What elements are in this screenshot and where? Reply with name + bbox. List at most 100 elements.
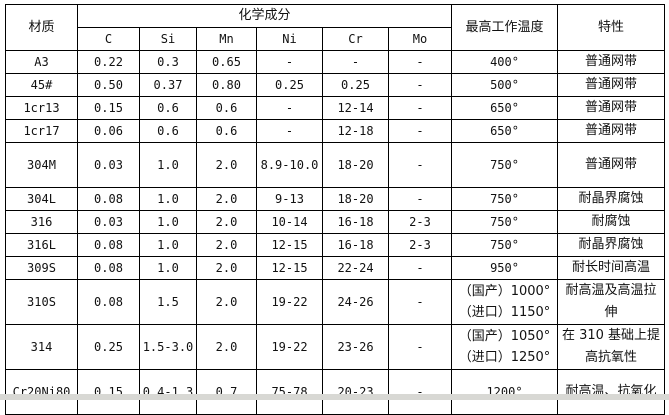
cell-ni: 10-14 <box>256 210 323 234</box>
cell-mo: - <box>387 187 453 211</box>
cell-si: 0.6 <box>139 119 197 143</box>
cell-temp: 1200° <box>451 369 559 415</box>
cell-cr: 12-14 <box>322 96 389 120</box>
cell-temp: 750° <box>451 233 559 257</box>
cell-c: 0.06 <box>77 119 140 143</box>
cell-prop: 普通网带 <box>557 73 666 97</box>
cell-mn: 2.0 <box>196 256 257 280</box>
cell-ni: 0.25 <box>256 73 323 97</box>
cell-c: 0.08 <box>77 279 140 325</box>
cell-cr: 22-24 <box>322 256 389 280</box>
table-row: 316 0.03 1.0 2.0 10-14 16-18 2-3 750° 耐腐蚀 <box>5 210 666 234</box>
cell-si: 1.0 <box>139 142 197 188</box>
cell-cr: 24-26 <box>322 279 389 325</box>
header-property: 特性 <box>557 4 666 51</box>
cell-material: 316L <box>5 233 78 257</box>
cell-mn: 2.0 <box>196 279 257 325</box>
cell-c: 0.50 <box>77 73 140 97</box>
header-si: Si <box>139 27 197 51</box>
cell-prop: 耐晶界腐蚀 <box>557 187 666 211</box>
cell-prop: 普通网带 <box>557 119 666 143</box>
cell-ni: - <box>256 50 323 74</box>
table-row: 1cr13 0.15 0.6 0.6-12-14-650° 普通网带 <box>5 96 666 120</box>
table-row: A3 0.22 0.3 0.65- - -400° 普通网带 <box>5 50 666 74</box>
cell-mn: 0.6 <box>196 119 257 143</box>
header-mn: Mn <box>196 27 257 51</box>
cell-temp: 400° <box>451 50 559 74</box>
cell-temp: （国产）1050° （进口）1250° <box>451 324 559 370</box>
table-row: 310S 0.08 1.5 2.0 19-22 24-26- （国产）1000° （进口）11… <box>5 279 666 325</box>
cell-si: 1.5-3.0 <box>139 324 197 370</box>
cell-prop: 在 310 基础上提高抗氧性 <box>557 324 666 370</box>
cell-si: 1.5 <box>139 279 197 325</box>
cell-c: 0.03 <box>77 210 140 234</box>
cell-si: 1.0 <box>139 187 197 211</box>
cell-material: 304L <box>5 187 78 211</box>
cell-c: 0.03 <box>77 142 140 188</box>
table-row: 304L 0.08 1.0 2.0 9-13 18-20-750° 耐晶界腐蚀 <box>5 187 666 211</box>
cell-temp: 750° <box>451 210 559 234</box>
cell-mo: - <box>387 119 453 143</box>
cell-material: 1cr13 <box>5 96 78 120</box>
cell-si: 1.0 <box>139 256 197 280</box>
cell-temp: 650° <box>451 96 559 120</box>
cell-mo: 2-3 <box>387 233 453 257</box>
header-ni: Ni <box>256 27 323 51</box>
cell-mo: - <box>387 369 453 415</box>
cell-ni: - <box>256 119 323 143</box>
cell-mo: - <box>387 279 453 325</box>
cell-material: A3 <box>5 50 78 74</box>
header-mo: Mo <box>387 27 453 51</box>
header-cr: Cr <box>322 27 389 51</box>
cell-si: 1.0 <box>139 233 197 257</box>
cell-mo: - <box>387 50 453 74</box>
table-row: 314 0.25 1.5-3.0 2.0 19-22 23-26- （国产）1050° （进口… <box>5 324 666 370</box>
header-material: 材质 <box>5 4 78 51</box>
cell-mo: - <box>387 73 453 97</box>
cell-prop: 普通网带 <box>557 142 666 188</box>
cell-mo: - <box>387 256 453 280</box>
cell-cr: 16-18 <box>322 210 389 234</box>
cell-ni: 19-22 <box>256 279 323 325</box>
cell-material: 314 <box>5 324 78 370</box>
cell-cr: 18-20 <box>322 142 389 188</box>
cell-ni: 8.9-10.0 <box>256 142 323 188</box>
cell-si: 0.3 <box>139 50 197 74</box>
cell-mo: - <box>387 142 453 188</box>
cell-c: 0.15 <box>77 369 140 415</box>
cell-prop: 耐高温及高温拉伸 <box>557 279 666 325</box>
cell-c: 0.08 <box>77 187 140 211</box>
cell-temp: 650° <box>451 119 559 143</box>
temp-domestic: （国产）1000° <box>458 284 551 299</box>
temp-imported: （进口）1250° <box>458 350 551 365</box>
table-row: 309S 0.08 1.0 2.0 12-15 22-24-950° 耐长时间高温 <box>5 256 666 280</box>
cell-ni: 12-15 <box>256 233 323 257</box>
table-row: Cr20Ni80 0.15 0.4-1.3 0.7 75-78 20-23-1200° 耐高… <box>5 369 666 415</box>
cell-prop: 普通网带 <box>557 50 666 74</box>
cell-mn: 2.0 <box>196 187 257 211</box>
material-composition-table: 材质 化学成分 最高工作温度 特性 C Si Mn Ni Cr Mo A3 0.2… <box>5 4 666 415</box>
cell-cr: 12-18 <box>322 119 389 143</box>
cell-material: 45# <box>5 73 78 97</box>
cell-si: 1.0 <box>139 210 197 234</box>
cell-c: 0.22 <box>77 50 140 74</box>
cell-cr: 23-26 <box>322 324 389 370</box>
cell-prop: 耐高温、抗氧化 <box>557 369 666 415</box>
cell-temp: 950° <box>451 256 559 280</box>
table-row: 1cr17 0.06 0.6 0.6-12-18-650° 普通网带 <box>5 119 666 143</box>
cell-ni: 75-78 <box>256 369 323 415</box>
cell-ni: - <box>256 96 323 120</box>
cell-ni: 19-22 <box>256 324 323 370</box>
cell-mn: 0.65 <box>196 50 257 74</box>
cell-mn: 0.80 <box>196 73 257 97</box>
cell-cr: 20-23 <box>322 369 389 415</box>
cell-c: 0.15 <box>77 96 140 120</box>
cell-c: 0.08 <box>77 256 140 280</box>
cell-ni: 12-15 <box>256 256 323 280</box>
cell-material: 309S <box>5 256 78 280</box>
cell-mn: 2.0 <box>196 142 257 188</box>
cell-mo: 2-3 <box>387 210 453 234</box>
header-composition: 化学成分 <box>76 4 453 28</box>
cell-mn: 2.0 <box>196 233 257 257</box>
cell-si: 0.37 <box>139 73 197 97</box>
